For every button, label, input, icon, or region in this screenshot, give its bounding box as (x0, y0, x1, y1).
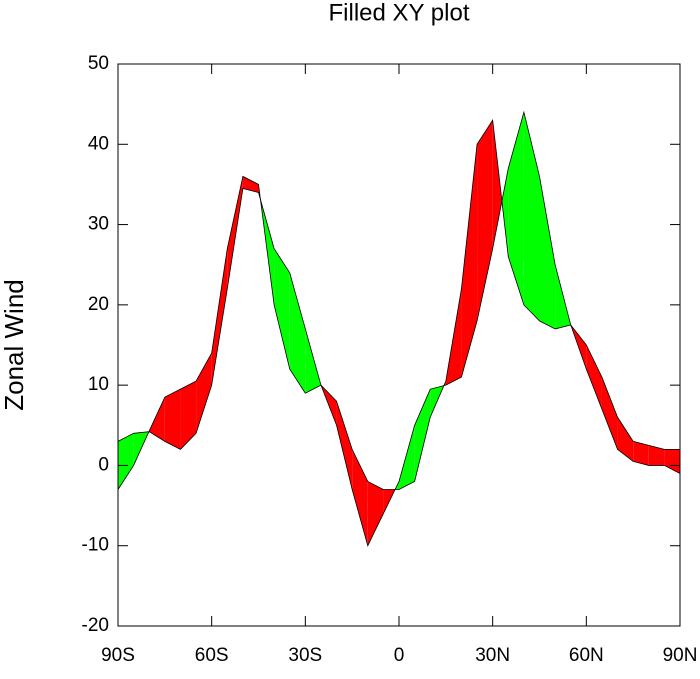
y-tick-label: 0 (98, 454, 109, 475)
fill-segment (586, 345, 602, 410)
fill-segment (414, 389, 431, 482)
plot-frame (117, 63, 681, 627)
fill-segment (399, 425, 415, 490)
fill-segment (523, 112, 540, 321)
y-tick-label: 50 (88, 53, 109, 74)
x-tick-label: 60S (195, 645, 229, 666)
fill-segment (305, 328, 321, 394)
x-tick-label: 0 (394, 645, 405, 666)
y-tick-label: 40 (88, 133, 109, 154)
fill-segment (118, 433, 134, 490)
x-tick-label: 90N (663, 645, 698, 666)
y-tick-label: 30 (88, 214, 109, 235)
fill-segment (492, 120, 502, 249)
y-tick-label: 20 (88, 294, 109, 315)
fill-segment (227, 176, 243, 289)
x-tick-label: 30S (288, 645, 322, 666)
fill-segment (242, 176, 259, 193)
x-tick-label: 60N (569, 645, 604, 666)
y-tick-label: -20 (82, 615, 109, 636)
fill-segment (336, 401, 353, 490)
fill-segment (367, 481, 384, 546)
fill-segment (352, 449, 368, 546)
y-tick-label: -10 (82, 535, 109, 556)
y-axis-label: Zonal Wind (0, 279, 29, 411)
x-tick-label: 90S (101, 645, 135, 666)
fill-segment (633, 441, 649, 466)
line (117, 110, 681, 547)
fill-segment (501, 168, 509, 257)
fill-segment (648, 445, 665, 466)
x-tick-label: 30N (475, 645, 510, 666)
line (117, 119, 680, 490)
fill-segment (211, 248, 228, 386)
fill-segment (461, 144, 478, 378)
fill-segment (664, 449, 680, 474)
fill-segment (274, 248, 290, 370)
fill-segment (617, 417, 634, 462)
fill-segment (539, 176, 556, 329)
y-tick-label: 10 (88, 374, 109, 395)
fill-segment (601, 377, 618, 450)
fill-segment (180, 381, 197, 450)
fill-segment (196, 353, 212, 434)
chart-title: Filled XY plot (329, 0, 470, 26)
fill-segment (289, 272, 306, 394)
fill-segment (508, 112, 524, 305)
fill-segment (477, 120, 493, 321)
fill-segment (149, 397, 165, 442)
fill-segment (164, 389, 181, 450)
